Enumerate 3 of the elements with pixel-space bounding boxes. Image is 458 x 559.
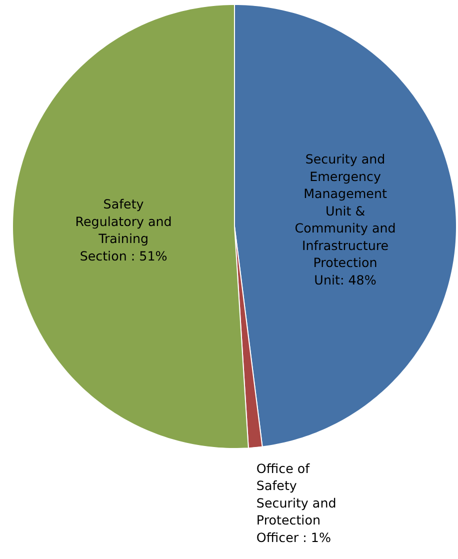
slice-label: Safety Regulatory and Training Section : 51% — [75, 196, 172, 264]
slice-label: Office of Safety Security and Protection Officer : 1% — [256, 460, 336, 545]
slice-label: Security and Emergency Management Unit & Community and Infrastructure Protection Unit: 48% — [294, 152, 396, 288]
